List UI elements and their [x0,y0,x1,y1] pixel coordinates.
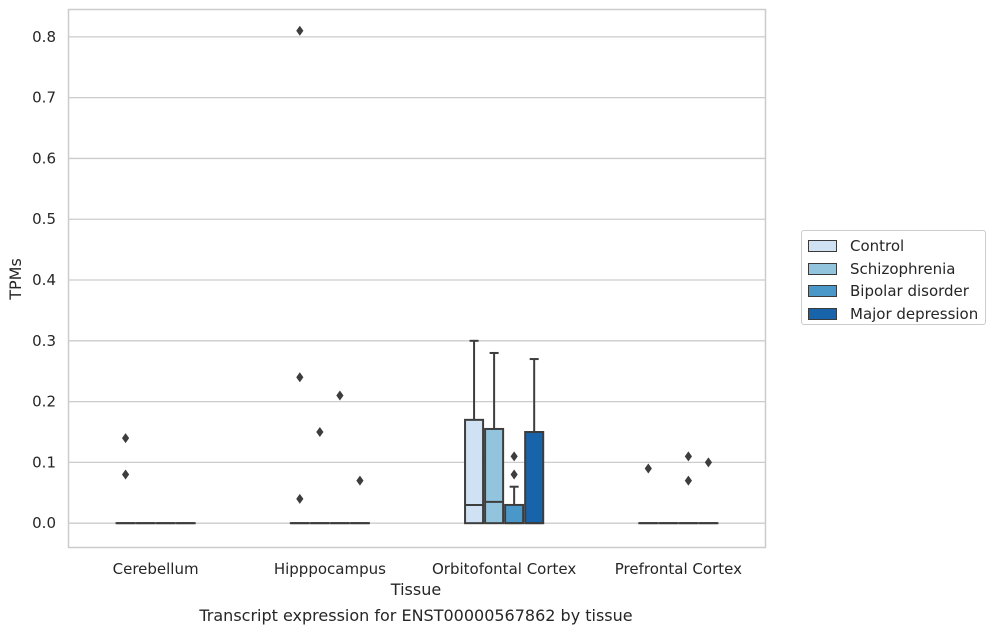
y-tick-label: 0.6 [32,149,56,167]
legend-swatch [808,262,837,275]
box-major-depression [524,358,545,525]
outlier-point [316,426,324,437]
box-major-depression [698,457,719,525]
y-tick-label: 0.5 [32,210,56,228]
box-major-depression [349,475,370,525]
x-tick-labels: Cerebellum Hipppocampus Orbitofontal Corte… [113,560,742,578]
legend-item-bipolar-disorder: Bipolar disorder [808,280,985,303]
y-tick-label: 0.3 [32,332,56,350]
box-body [484,427,505,525]
legend-label: Schizophrenia [850,259,956,278]
outlier-point [510,469,518,480]
outlier-point [336,390,344,401]
legend-label: Control [850,237,905,256]
outlier-point [121,433,130,444]
y-tick-label: 0.2 [32,393,56,411]
box-schizophrenia [309,426,330,525]
outlier-point [684,451,692,462]
box-body [464,418,485,525]
box-control [464,339,485,525]
outlier-point [510,451,518,462]
outlier-point [296,493,304,504]
x-tick-label: Prefrontal Cortex [615,560,742,578]
y-tick-label: 0.4 [32,271,56,289]
y-tick-label: 0.8 [32,28,56,46]
box-control [115,433,136,525]
y-tick-label: 0.7 [32,89,56,107]
y-tick-label: 0.0 [32,514,56,532]
outlier-point [704,457,713,468]
outlier-point [121,469,130,480]
outlier-point [296,25,304,36]
x-axis-label: Tissue [390,580,441,599]
y-axis-label: TPMs [6,258,25,301]
box-schizophrenia [484,351,505,525]
grid-lines [68,36,766,524]
box-body [524,430,545,525]
y-tick-label: 0.1 [32,453,56,471]
box-plot-series [115,25,719,525]
x-tick-label: Cerebellum [113,560,199,578]
box-bipolar-disorder [504,451,525,525]
legend-item-major-depression: Major depression [808,303,985,326]
x-tick-label: Orbitofontal Cortex [432,560,576,578]
x-tick-label: Hipppocampus [274,560,386,578]
legend-label: Bipolar disorder [850,282,969,301]
box-control [289,25,310,525]
outlier-point [684,475,692,486]
y-tick-labels: 0.0 0.1 0.2 0.3 0.4 0.5 0.6 0.7 0.8 [32,28,56,532]
outlier-point [296,372,304,383]
legend-swatch [808,240,837,253]
outlier-point [356,475,364,486]
legend-swatch [808,285,837,298]
chart-caption: Transcript expression for ENST0000056786… [199,606,633,625]
box-control [638,463,659,525]
box-bipolar-disorder [678,451,699,525]
plot-frame [67,8,767,549]
legend: Control Schizophrenia Bipolar disorder M… [801,230,986,325]
legend-swatch [808,307,837,320]
legend-label: Major depression [850,304,979,323]
box-body [504,503,525,525]
outlier-point [644,463,652,474]
legend-item-control: Control [808,235,985,258]
box-bipolar-disorder [329,390,350,525]
legend-item-schizophrenia: Schizophrenia [808,258,985,281]
